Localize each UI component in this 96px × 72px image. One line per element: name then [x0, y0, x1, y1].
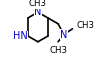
Text: CH3: CH3: [49, 46, 67, 55]
Text: CH3: CH3: [29, 0, 47, 8]
Text: N: N: [34, 7, 42, 17]
Text: HN: HN: [13, 31, 28, 41]
Text: N: N: [60, 30, 67, 40]
Text: CH3: CH3: [77, 21, 95, 30]
